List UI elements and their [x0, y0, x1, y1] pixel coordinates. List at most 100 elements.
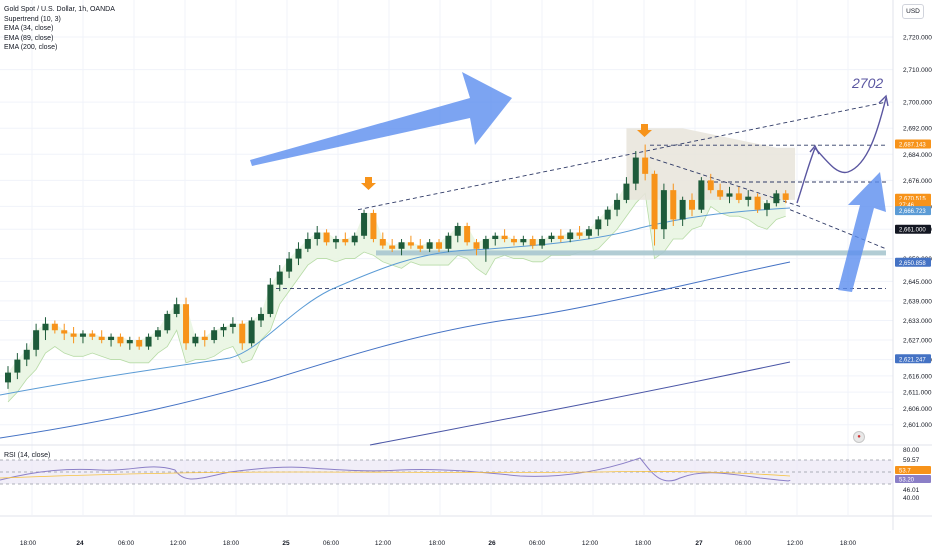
- target-label: 2702: [851, 75, 883, 91]
- candle-body: [211, 330, 218, 341]
- price-badge: [895, 139, 931, 149]
- rsi-legend[interactable]: RSI (14, close): [4, 452, 51, 459]
- candle-body: [539, 239, 546, 246]
- candle-body: [276, 271, 283, 285]
- candle-body: [23, 349, 30, 360]
- chart-legend: Gold Spot / U.S. Dollar, 1h, OANDA Super…: [4, 5, 115, 53]
- rsi-badge: [895, 475, 931, 483]
- uptrend-arrow: [250, 72, 512, 166]
- candle-body: [183, 304, 190, 344]
- candle-body: [482, 239, 489, 249]
- price-tick-label: 2,611.000: [903, 390, 932, 397]
- time-tick-label: 27: [695, 540, 703, 547]
- time-tick-label: 26: [488, 540, 496, 547]
- time-axis[interactable]: 18:00 24 06:00 12:00 18:00 25 06:00 12:00 18:00 2…: [20, 540, 857, 547]
- price-tick-label: 2,606.000: [903, 406, 932, 413]
- price-badge-label: 2,661.000: [899, 228, 926, 234]
- price-badge-label: 2,650.858: [899, 261, 926, 267]
- candle-body: [342, 239, 349, 243]
- rsi-tick-label: 80.00: [903, 447, 920, 454]
- legend-ema-34[interactable]: EMA (34, close): [4, 25, 54, 32]
- candle-body: [389, 245, 396, 249]
- price-tick-label: 2,616.000: [903, 373, 932, 380]
- legend-ema-200[interactable]: EMA (200, close): [4, 44, 58, 51]
- candle-body: [651, 173, 658, 230]
- candle-body: [632, 157, 639, 184]
- candle-body: [136, 340, 143, 347]
- time-tick-label: 24: [76, 540, 84, 547]
- candle-body: [42, 323, 49, 331]
- legend-ema-89[interactable]: EMA (89, close): [4, 34, 54, 42]
- ema-lines: [0, 207, 791, 446]
- candle-body: [520, 239, 527, 243]
- price-badge-label: 27:46: [899, 203, 915, 209]
- candle-body: [670, 190, 677, 220]
- price-tick-label: 2,684.000: [903, 152, 932, 159]
- candle-body: [201, 336, 208, 341]
- candle-body: [782, 193, 789, 200]
- drawing-overlays: [269, 101, 887, 289]
- rsi-tick-label: 46.01: [903, 487, 920, 494]
- currency-button[interactable]: USD: [902, 4, 924, 19]
- candle-body: [735, 193, 742, 200]
- candle-body: [323, 232, 330, 243]
- price-tick-label: 2,710.000: [903, 67, 932, 74]
- price-tick-label: 2,700.000: [903, 100, 932, 107]
- price-tick-label: 2,633.000: [903, 318, 932, 325]
- candle-body: [595, 219, 602, 230]
- channel-upper: [649, 157, 801, 207]
- candle-body: [267, 284, 274, 314]
- candle-body: [726, 193, 733, 197]
- candle-body: [398, 242, 405, 249]
- time-tick-label: 12:00: [582, 540, 599, 547]
- candle-body: [698, 180, 705, 210]
- channel-lower: [789, 209, 887, 250]
- candle-body: [164, 313, 171, 331]
- candle-body: [79, 333, 86, 337]
- time-tick-label: 18:00: [840, 540, 857, 547]
- rsi-badge-label: 53.20: [899, 478, 915, 484]
- price-axis[interactable]: 2,720.000 2,710.000 2,700.000 2,692.000 2,68…: [895, 35, 932, 503]
- time-tick-label: 06:00: [118, 540, 135, 547]
- candle-body: [604, 209, 611, 220]
- rsi-badge: [895, 466, 931, 474]
- time-tick-label: 06:00: [735, 540, 752, 547]
- candle-body: [314, 232, 321, 240]
- candle-body: [379, 239, 386, 246]
- legend-supertrend[interactable]: Supertrend (10, 3): [4, 15, 61, 23]
- candles: [5, 144, 789, 389]
- price-tick-label: 2,639.000: [903, 298, 932, 305]
- candle-body: [248, 320, 255, 344]
- candle-body: [763, 203, 770, 210]
- price-badge: [895, 224, 931, 234]
- candle-body: [614, 199, 621, 210]
- price-tick-label: 2,627.000: [903, 338, 932, 345]
- target-arrow: [838, 172, 886, 292]
- candle-body: [454, 225, 461, 236]
- time-tick-label: 18:00: [429, 540, 446, 547]
- candle-body: [108, 336, 115, 341]
- candle-body: [98, 336, 105, 341]
- candle-body: [33, 330, 40, 350]
- price-tick-label: 2,692.000: [903, 126, 932, 133]
- candle-body: [126, 340, 133, 344]
- down-marker: [361, 177, 376, 190]
- candle-body: [548, 235, 555, 240]
- candle-body: [510, 239, 517, 243]
- time-tick-label: 18:00: [635, 540, 652, 547]
- candle-body: [14, 359, 21, 373]
- time-tick-label: 06:00: [323, 540, 340, 547]
- candle-body: [332, 239, 339, 243]
- time-tick-label: 12:00: [170, 540, 187, 547]
- candle-body: [754, 196, 761, 210]
- price-badge-label: 2,621.247: [899, 357, 926, 363]
- price-badge: [895, 257, 931, 267]
- projection-arrowhead: [878, 94, 889, 107]
- us-flag-icon: ●: [853, 431, 865, 443]
- rsi-pane: [0, 457, 893, 485]
- price-badge-label: 2,666.723: [899, 209, 926, 215]
- candle-body: [304, 239, 311, 249]
- legend-title[interactable]: Gold Spot / U.S. Dollar, 1h, OANDA: [4, 6, 115, 13]
